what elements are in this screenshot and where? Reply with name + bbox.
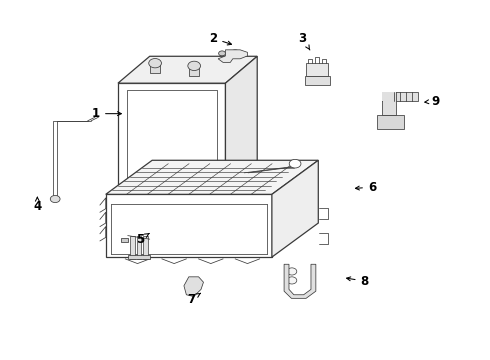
Polygon shape: [189, 66, 199, 76]
Polygon shape: [137, 235, 142, 259]
Polygon shape: [305, 76, 330, 85]
Polygon shape: [382, 92, 418, 101]
Polygon shape: [218, 50, 247, 62]
Text: 5: 5: [136, 233, 149, 246]
Circle shape: [186, 282, 196, 289]
Polygon shape: [150, 63, 160, 73]
Polygon shape: [284, 264, 316, 298]
Polygon shape: [382, 92, 396, 116]
Circle shape: [230, 50, 240, 57]
Circle shape: [378, 119, 387, 125]
Polygon shape: [143, 235, 148, 259]
Circle shape: [188, 61, 200, 71]
Circle shape: [393, 119, 402, 125]
Circle shape: [287, 268, 297, 275]
Text: 6: 6: [355, 181, 376, 194]
Circle shape: [219, 51, 225, 56]
Circle shape: [289, 159, 301, 168]
Polygon shape: [272, 160, 319, 257]
Text: 8: 8: [346, 275, 369, 288]
Text: 4: 4: [33, 197, 42, 213]
Polygon shape: [377, 116, 404, 129]
Polygon shape: [118, 56, 257, 83]
Polygon shape: [225, 56, 257, 187]
Polygon shape: [106, 194, 272, 257]
Circle shape: [50, 195, 60, 203]
Text: 2: 2: [209, 32, 231, 45]
Text: 1: 1: [92, 107, 122, 120]
Polygon shape: [184, 277, 203, 297]
Circle shape: [149, 59, 161, 68]
Polygon shape: [306, 63, 328, 76]
Text: 3: 3: [298, 32, 310, 50]
Polygon shape: [122, 238, 128, 242]
Text: 9: 9: [425, 95, 440, 108]
Polygon shape: [130, 235, 135, 259]
Text: 7: 7: [187, 293, 200, 306]
Circle shape: [287, 277, 297, 284]
Polygon shape: [106, 160, 318, 194]
Polygon shape: [118, 83, 225, 187]
Polygon shape: [128, 255, 150, 259]
Polygon shape: [382, 92, 396, 101]
